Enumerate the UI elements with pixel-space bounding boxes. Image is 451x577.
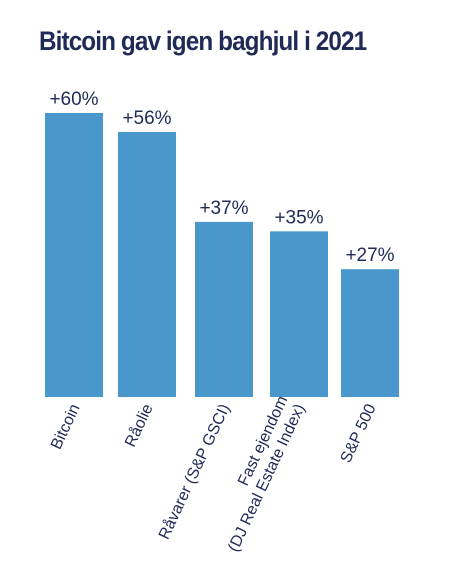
category-label-1-line-0: Råolie xyxy=(121,401,157,450)
bar-3 xyxy=(270,231,328,397)
category-label-2: Råvarer (S&P GSCI) xyxy=(155,401,234,542)
category-label-2-line-0: Råvarer (S&P GSCI) xyxy=(155,401,234,542)
value-label-0: +60% xyxy=(49,89,98,110)
category-label-4: S&P 500 xyxy=(338,401,380,465)
chart-title: Bitcoin gav igen baghjul i 2021 xyxy=(39,26,367,56)
value-label-2: +37% xyxy=(199,198,248,219)
bar-4 xyxy=(341,269,399,397)
category-label-0: Bitcoin xyxy=(48,402,84,453)
category-label-0-line-0: Bitcoin xyxy=(48,402,84,453)
bar-0 xyxy=(45,113,103,397)
bar-2 xyxy=(195,221,253,397)
category-label-4-line-0: S&P 500 xyxy=(338,401,380,465)
value-label-1: +56% xyxy=(122,108,171,129)
category-label-1: Råolie xyxy=(121,401,157,450)
value-label-3: +35% xyxy=(274,207,323,228)
value-label-4: +27% xyxy=(345,245,394,266)
bar-1 xyxy=(118,131,176,397)
